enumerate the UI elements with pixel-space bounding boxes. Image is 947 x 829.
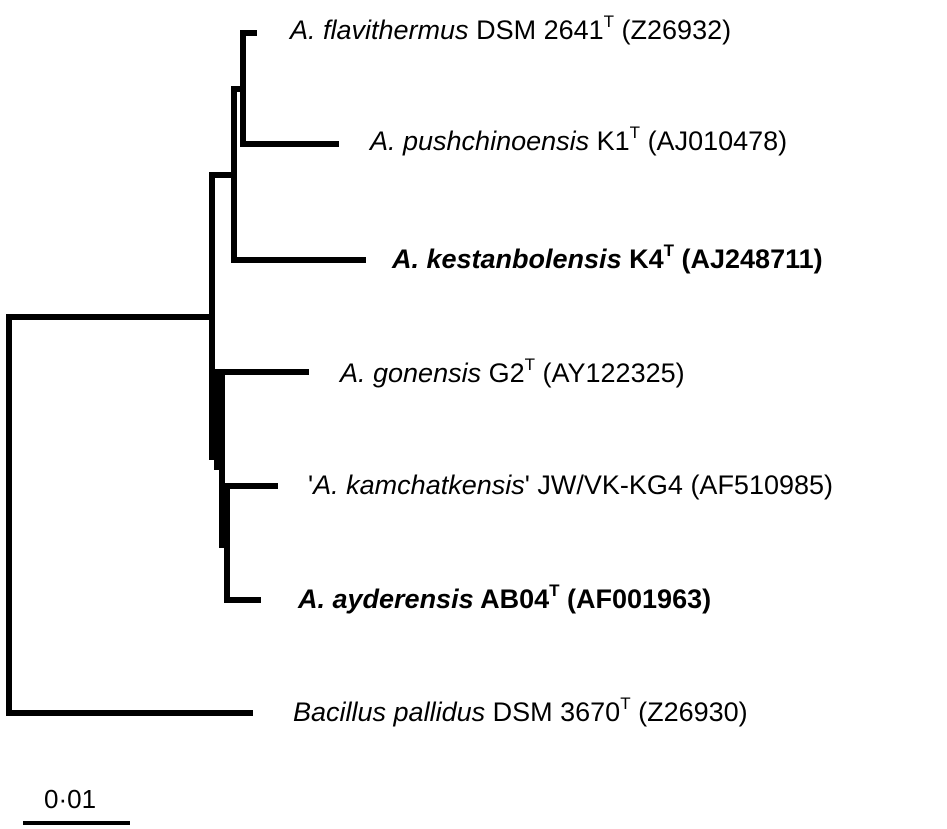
accession-number: (AJ248711): [674, 244, 823, 274]
species-name: A. ayderensis: [298, 584, 474, 614]
strain-name: AB04: [473, 584, 550, 614]
accession-number: (AF001963): [559, 584, 712, 614]
type-strain-marker: T: [524, 355, 536, 374]
quote-open: ': [308, 470, 314, 500]
type-strain-marker: T: [629, 123, 641, 142]
strain-name: K4: [621, 244, 664, 274]
strain-name: DSM 3670: [485, 697, 621, 727]
accession-number: (AY122325): [535, 358, 685, 388]
species-name: Bacillus pallidus: [293, 697, 486, 727]
type-strain-marker: T: [603, 12, 615, 31]
species-name: A. gonensis: [340, 358, 482, 388]
taxon-label-kamchatkensis: 'A. kamchatkensis' JW/VK-KG4 (AF510985): [308, 472, 833, 499]
species-name: A. kestanbolensis: [392, 244, 622, 274]
taxon-label-flavithermus: A. flavithermus DSM 2641T (Z26932): [290, 13, 732, 45]
taxon-label-ayderensis: A. ayderensis AB04T (AF001963): [298, 582, 712, 614]
quote-close: ': [524, 470, 530, 500]
species-name: A. flavithermus: [290, 15, 469, 45]
type-strain-marker: T: [620, 694, 631, 713]
type-strain-marker: T: [663, 241, 675, 260]
scale-bar-label: 0·01: [44, 784, 97, 814]
taxon-label-gonensis: A. gonensis G2T (AY122325): [340, 356, 685, 388]
type-strain-marker: T: [549, 581, 560, 600]
accession-number: (AJ010478): [640, 126, 788, 156]
accession-number: (AF510985): [682, 470, 834, 500]
accession-number: (Z26930): [630, 697, 748, 727]
strain-name: DSM 2641: [468, 15, 604, 45]
species-name: A. kamchatkensis: [313, 470, 525, 500]
taxon-label-pushchinoensis: A. pushchinoensis K1T (AJ010478): [370, 124, 788, 156]
accession-number: (Z26932): [614, 15, 732, 45]
taxon-label-pallidus: Bacillus pallidus DSM 3670T (Z26930): [293, 695, 748, 727]
strain-name: K1: [589, 126, 630, 156]
species-name: A. pushchinoensis: [370, 126, 590, 156]
strain-name: JW/VK-KG4: [529, 470, 683, 500]
strain-name: G2: [481, 358, 525, 388]
taxon-label-kestanbolensis: A. kestanbolensis K4T (AJ248711): [392, 242, 823, 274]
